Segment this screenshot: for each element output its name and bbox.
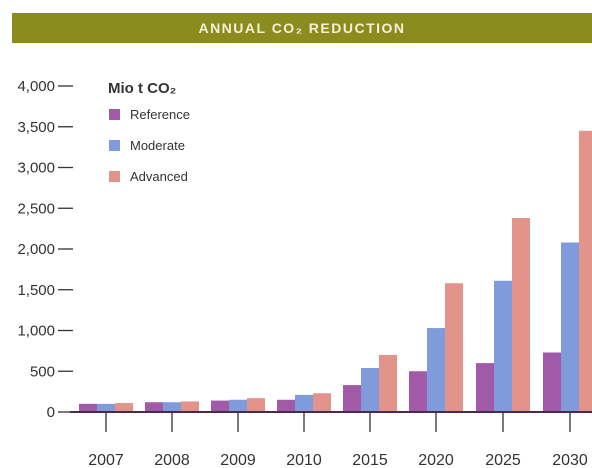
bar-reference-2010	[277, 399, 295, 412]
x-tick-label: 2009	[220, 452, 256, 468]
x-tick-label: 2030	[552, 452, 588, 468]
y-axis: 0 500 1,000 1,500 2,000 2,500 3,000 3,500 4,000	[17, 78, 73, 421]
bar-advanced-2007	[115, 403, 133, 412]
legend-swatch-reference	[109, 109, 120, 120]
y-axis-unit-label: Mio t CO₂	[108, 80, 176, 97]
bar-advanced-2008	[181, 401, 199, 412]
x-tick-label: 2025	[485, 452, 521, 468]
bar-moderate-2009	[229, 399, 247, 412]
bar-reference-2008	[145, 402, 163, 412]
y-tick-label: 3,000	[17, 160, 55, 177]
bar-reference-2025	[476, 363, 494, 412]
y-tick-label: 4,000	[17, 78, 55, 95]
bar-reference-2030	[543, 352, 561, 412]
bar-moderate-2030	[561, 242, 579, 412]
bar-reference-2020	[409, 371, 427, 412]
bar-advanced-2015	[379, 354, 397, 412]
y-tick-label: 0	[47, 404, 55, 421]
legend-swatch-moderate	[109, 140, 120, 151]
bar-moderate-2020	[427, 328, 445, 412]
legend-swatch-advanced	[109, 171, 120, 182]
x-tick-label: 2010	[286, 452, 322, 468]
bar-moderate-2007	[97, 403, 115, 412]
y-tick-label: 2,500	[17, 200, 55, 217]
bar-reference-2015	[343, 385, 361, 412]
bar-moderate-2008	[163, 402, 181, 412]
bar-moderate-2025	[494, 280, 512, 412]
bar-advanced-2010	[313, 393, 331, 412]
y-tick-label: 500	[30, 363, 55, 380]
x-axis: 2007 2008 2009 2010 2015 2020 2025 2030	[70, 411, 592, 468]
bar-advanced-2009	[247, 398, 265, 412]
y-tick-label: 2,000	[17, 241, 55, 258]
bar-advanced-2020	[445, 283, 463, 412]
bars	[79, 130, 592, 412]
bar-reference-2007	[79, 403, 97, 412]
chart-title: ANNUAL CO₂ REDUCTION	[12, 13, 592, 43]
bar-moderate-2010	[295, 394, 313, 412]
bar-moderate-2015	[361, 367, 379, 412]
legend: Mio t CO₂ Reference Moderate Advanced	[108, 80, 190, 184]
x-tick-label: 2008	[154, 452, 190, 468]
x-tick-label: 2007	[88, 452, 124, 468]
x-tick-label: 2020	[418, 452, 454, 468]
legend-label-reference: Reference	[130, 107, 190, 122]
bar-advanced-2030	[579, 130, 592, 412]
legend-label-advanced: Advanced	[130, 169, 188, 184]
y-tick-label: 3,500	[17, 119, 55, 136]
bar-advanced-2025	[512, 218, 530, 412]
y-tick-label: 1,500	[17, 282, 55, 299]
x-tick-label: 2015	[352, 452, 388, 468]
y-tick-label: 1,000	[17, 323, 55, 340]
legend-label-moderate: Moderate	[130, 138, 185, 153]
bar-reference-2009	[211, 400, 229, 412]
